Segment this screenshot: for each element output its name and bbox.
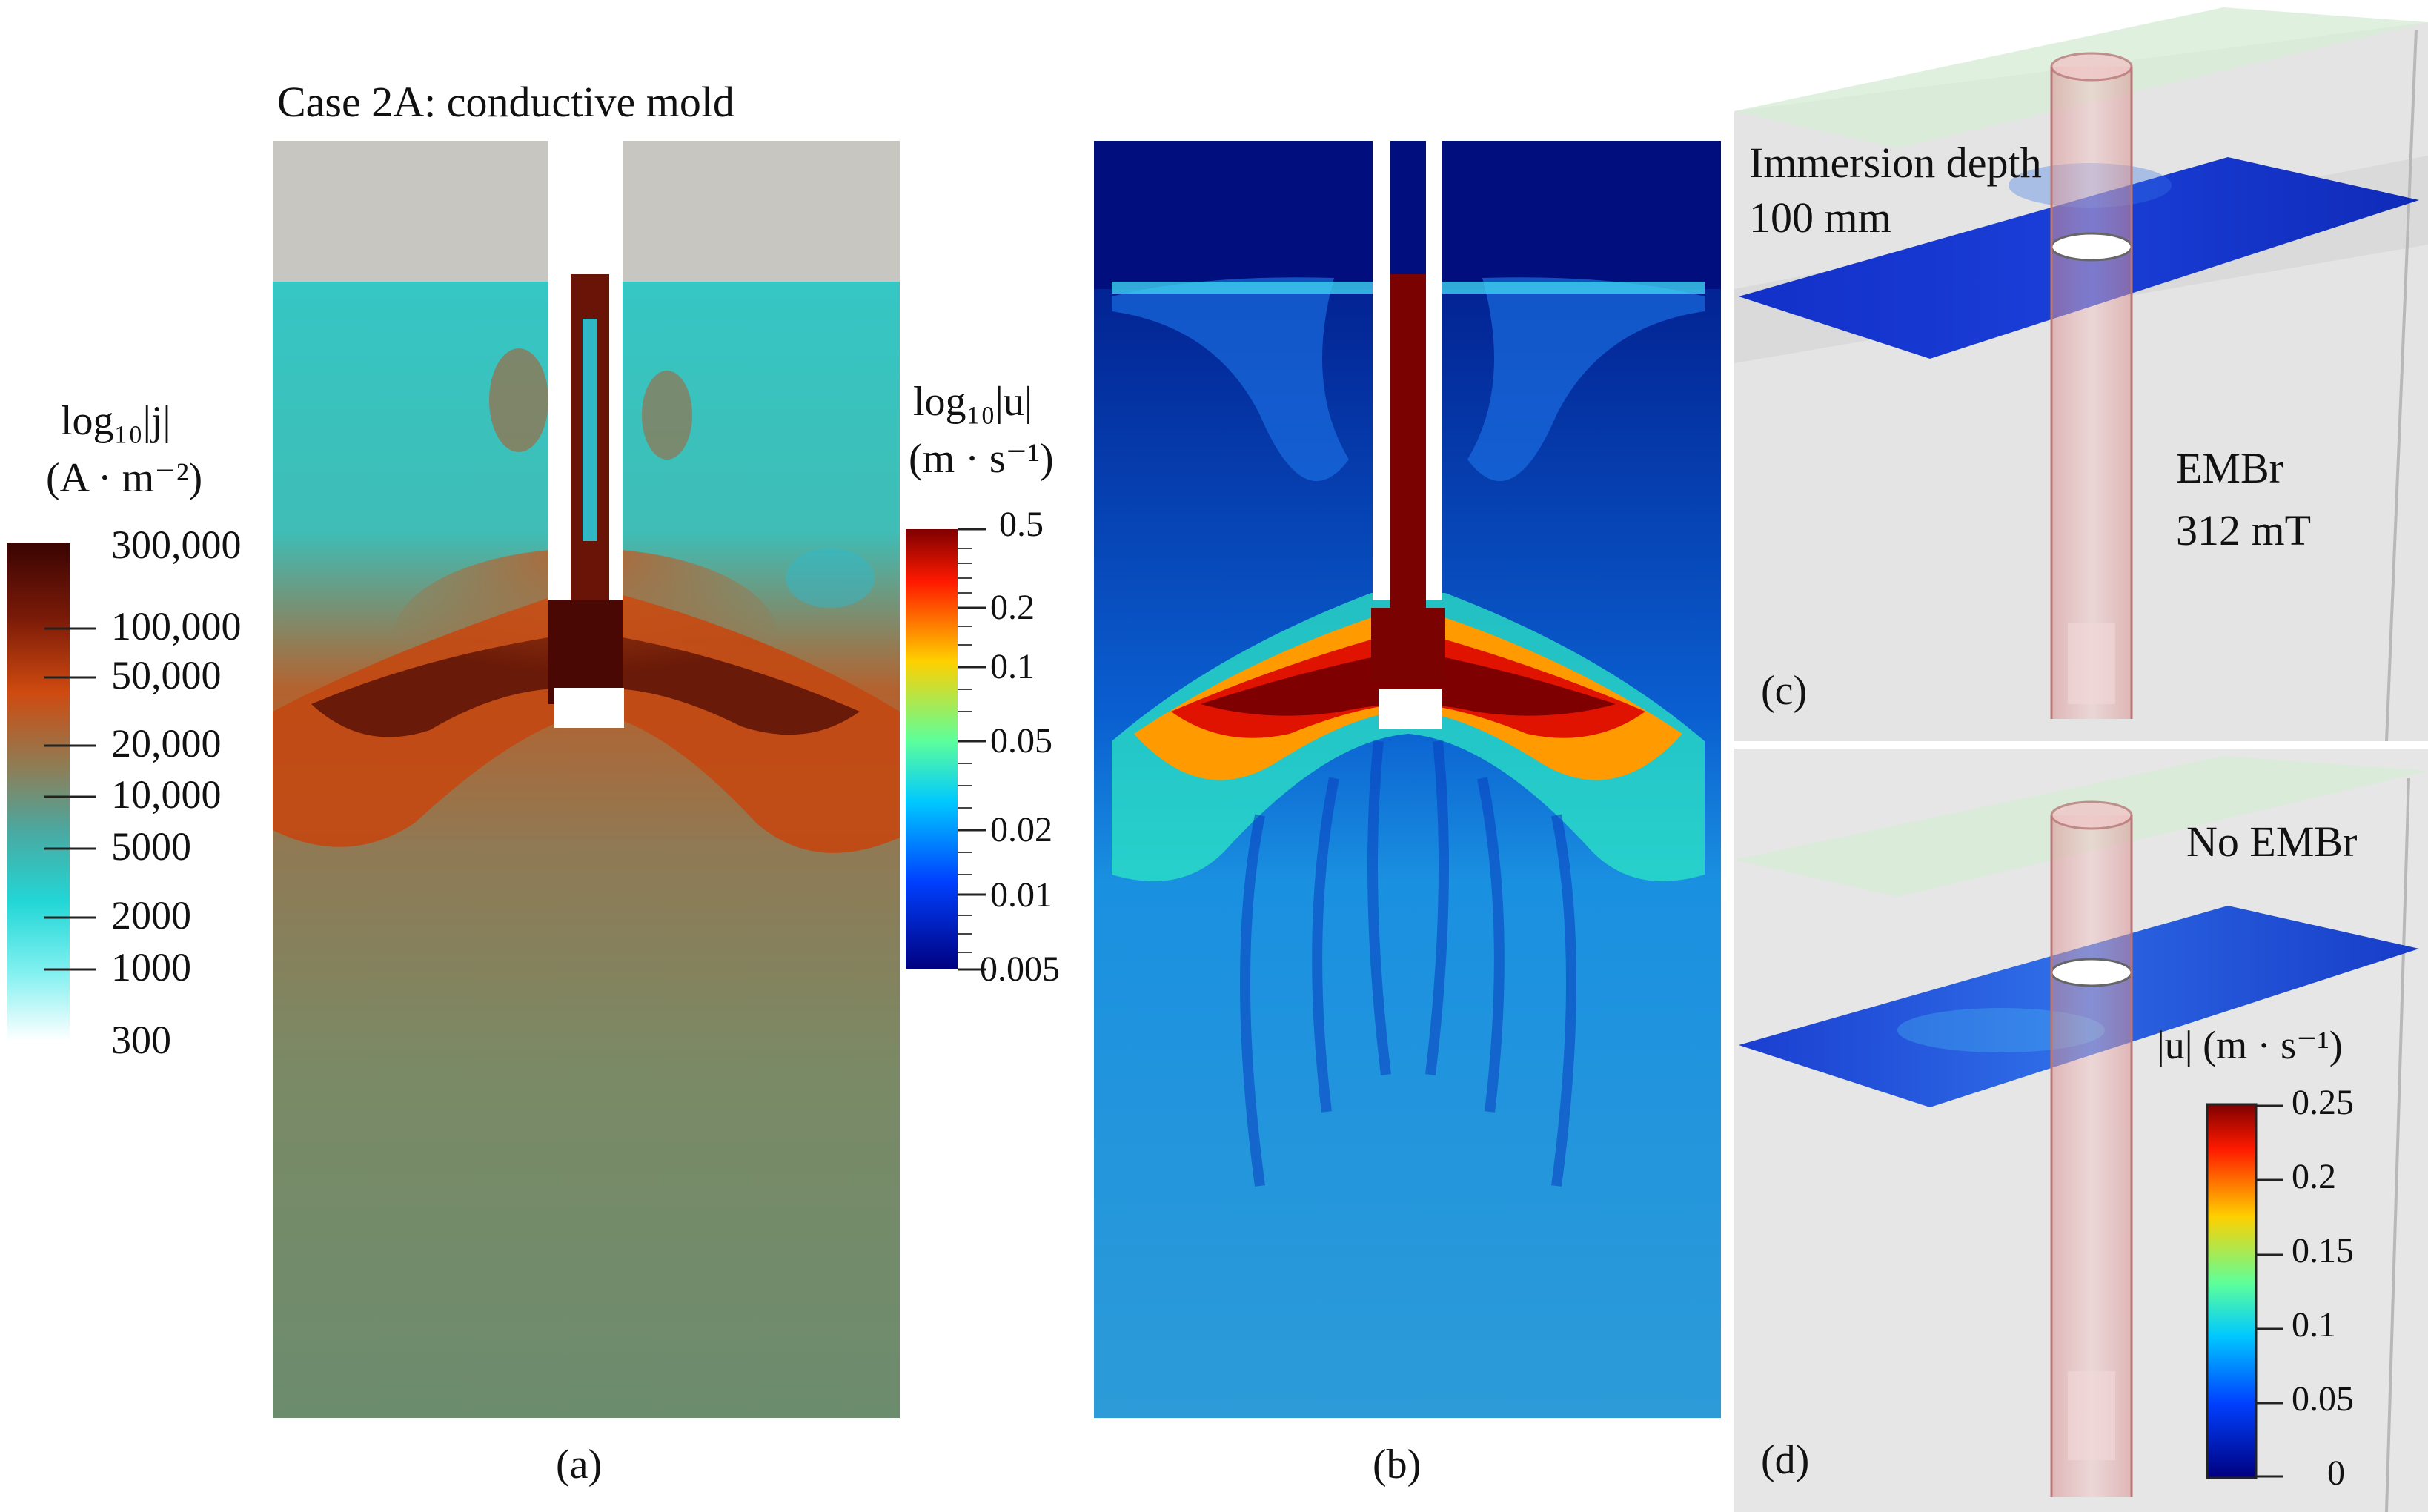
immersion-depth-value: 100 mm	[1749, 193, 1891, 242]
colorbar-d	[2206, 1103, 2258, 1479]
panel-d-label: (d)	[1761, 1437, 1810, 1483]
colorbar-b-tick: 0.01	[990, 875, 1052, 915]
colorbar-d-tick: 0.1	[2292, 1305, 2336, 1344]
colorbar-b-minor-ticks	[958, 548, 972, 953]
colorbar-a-tick: 300	[111, 1018, 171, 1062]
embr-value: 312 mT	[2176, 506, 2312, 554]
colorbar-a-tick: 5000	[111, 824, 191, 869]
colorbar-a-title-line2: (A · m⁻²)	[46, 455, 203, 501]
colorbar-b-tick: 0.02	[990, 810, 1052, 849]
panel-d-3d-view	[1734, 749, 2428, 1512]
colorbar-b-tick: 0.1	[990, 647, 1035, 686]
panel-a-field	[273, 141, 900, 1418]
colorbar-d-tick: 0.05	[2292, 1379, 2354, 1419]
colorbar-d-tick: 0.15	[2292, 1231, 2354, 1270]
colorbar-a-tick: 1000	[111, 945, 191, 989]
colorbar-a-tick: 300,000	[111, 523, 242, 567]
colorbar-d-title: |u| (m · s⁻¹)	[2157, 1023, 2343, 1067]
colorbar-b-tick: 0.05	[990, 721, 1052, 760]
panel-b-label: (b)	[1373, 1442, 1422, 1488]
colorbar-b-ticks	[958, 528, 986, 971]
panel-b-field	[1094, 141, 1721, 1418]
embr-label: EMBr	[2176, 444, 2283, 492]
colorbar-b-tick: 0.5	[999, 505, 1044, 544]
colorbar-b-title-line2: (m · s⁻¹)	[909, 436, 1054, 482]
colorbar-b-tick: 0.005	[980, 949, 1060, 989]
colorbar-d-ticks	[2256, 1104, 2283, 1478]
immersion-depth-label: Immersion depth	[1749, 139, 2042, 187]
colorbar-a-tick: 50,000	[111, 653, 222, 697]
colorbar-a-ticks	[44, 627, 96, 971]
colorbar-a-tick: 2000	[111, 893, 191, 938]
panel-c-label: (c)	[1761, 668, 1808, 714]
colorbar-d-tick: 0.25	[2292, 1083, 2354, 1122]
colorbar-a-tick: 20,000	[111, 721, 222, 766]
no-embr-label: No EMBr	[2186, 818, 2358, 866]
colorbar-a-title-line1: log₁₀|j|	[61, 398, 171, 444]
colorbar-d-tick: 0.2	[2292, 1157, 2336, 1196]
colorbar-b-tick: 0.2	[990, 588, 1035, 627]
panel-c-3d-view	[1734, 0, 2428, 742]
colorbar-a	[7, 543, 70, 1041]
colorbar-b	[906, 529, 958, 969]
colorbar-d-tick: 0	[2327, 1453, 2345, 1493]
panel-a-label: (a)	[556, 1442, 603, 1488]
colorbar-b-title-line1: log₁₀|u|	[913, 379, 1033, 425]
panel-a-title: Case 2A: conductive mold	[277, 78, 734, 126]
colorbar-a-tick: 100,000	[111, 604, 242, 649]
colorbar-a-tick: 10,000	[111, 772, 222, 817]
